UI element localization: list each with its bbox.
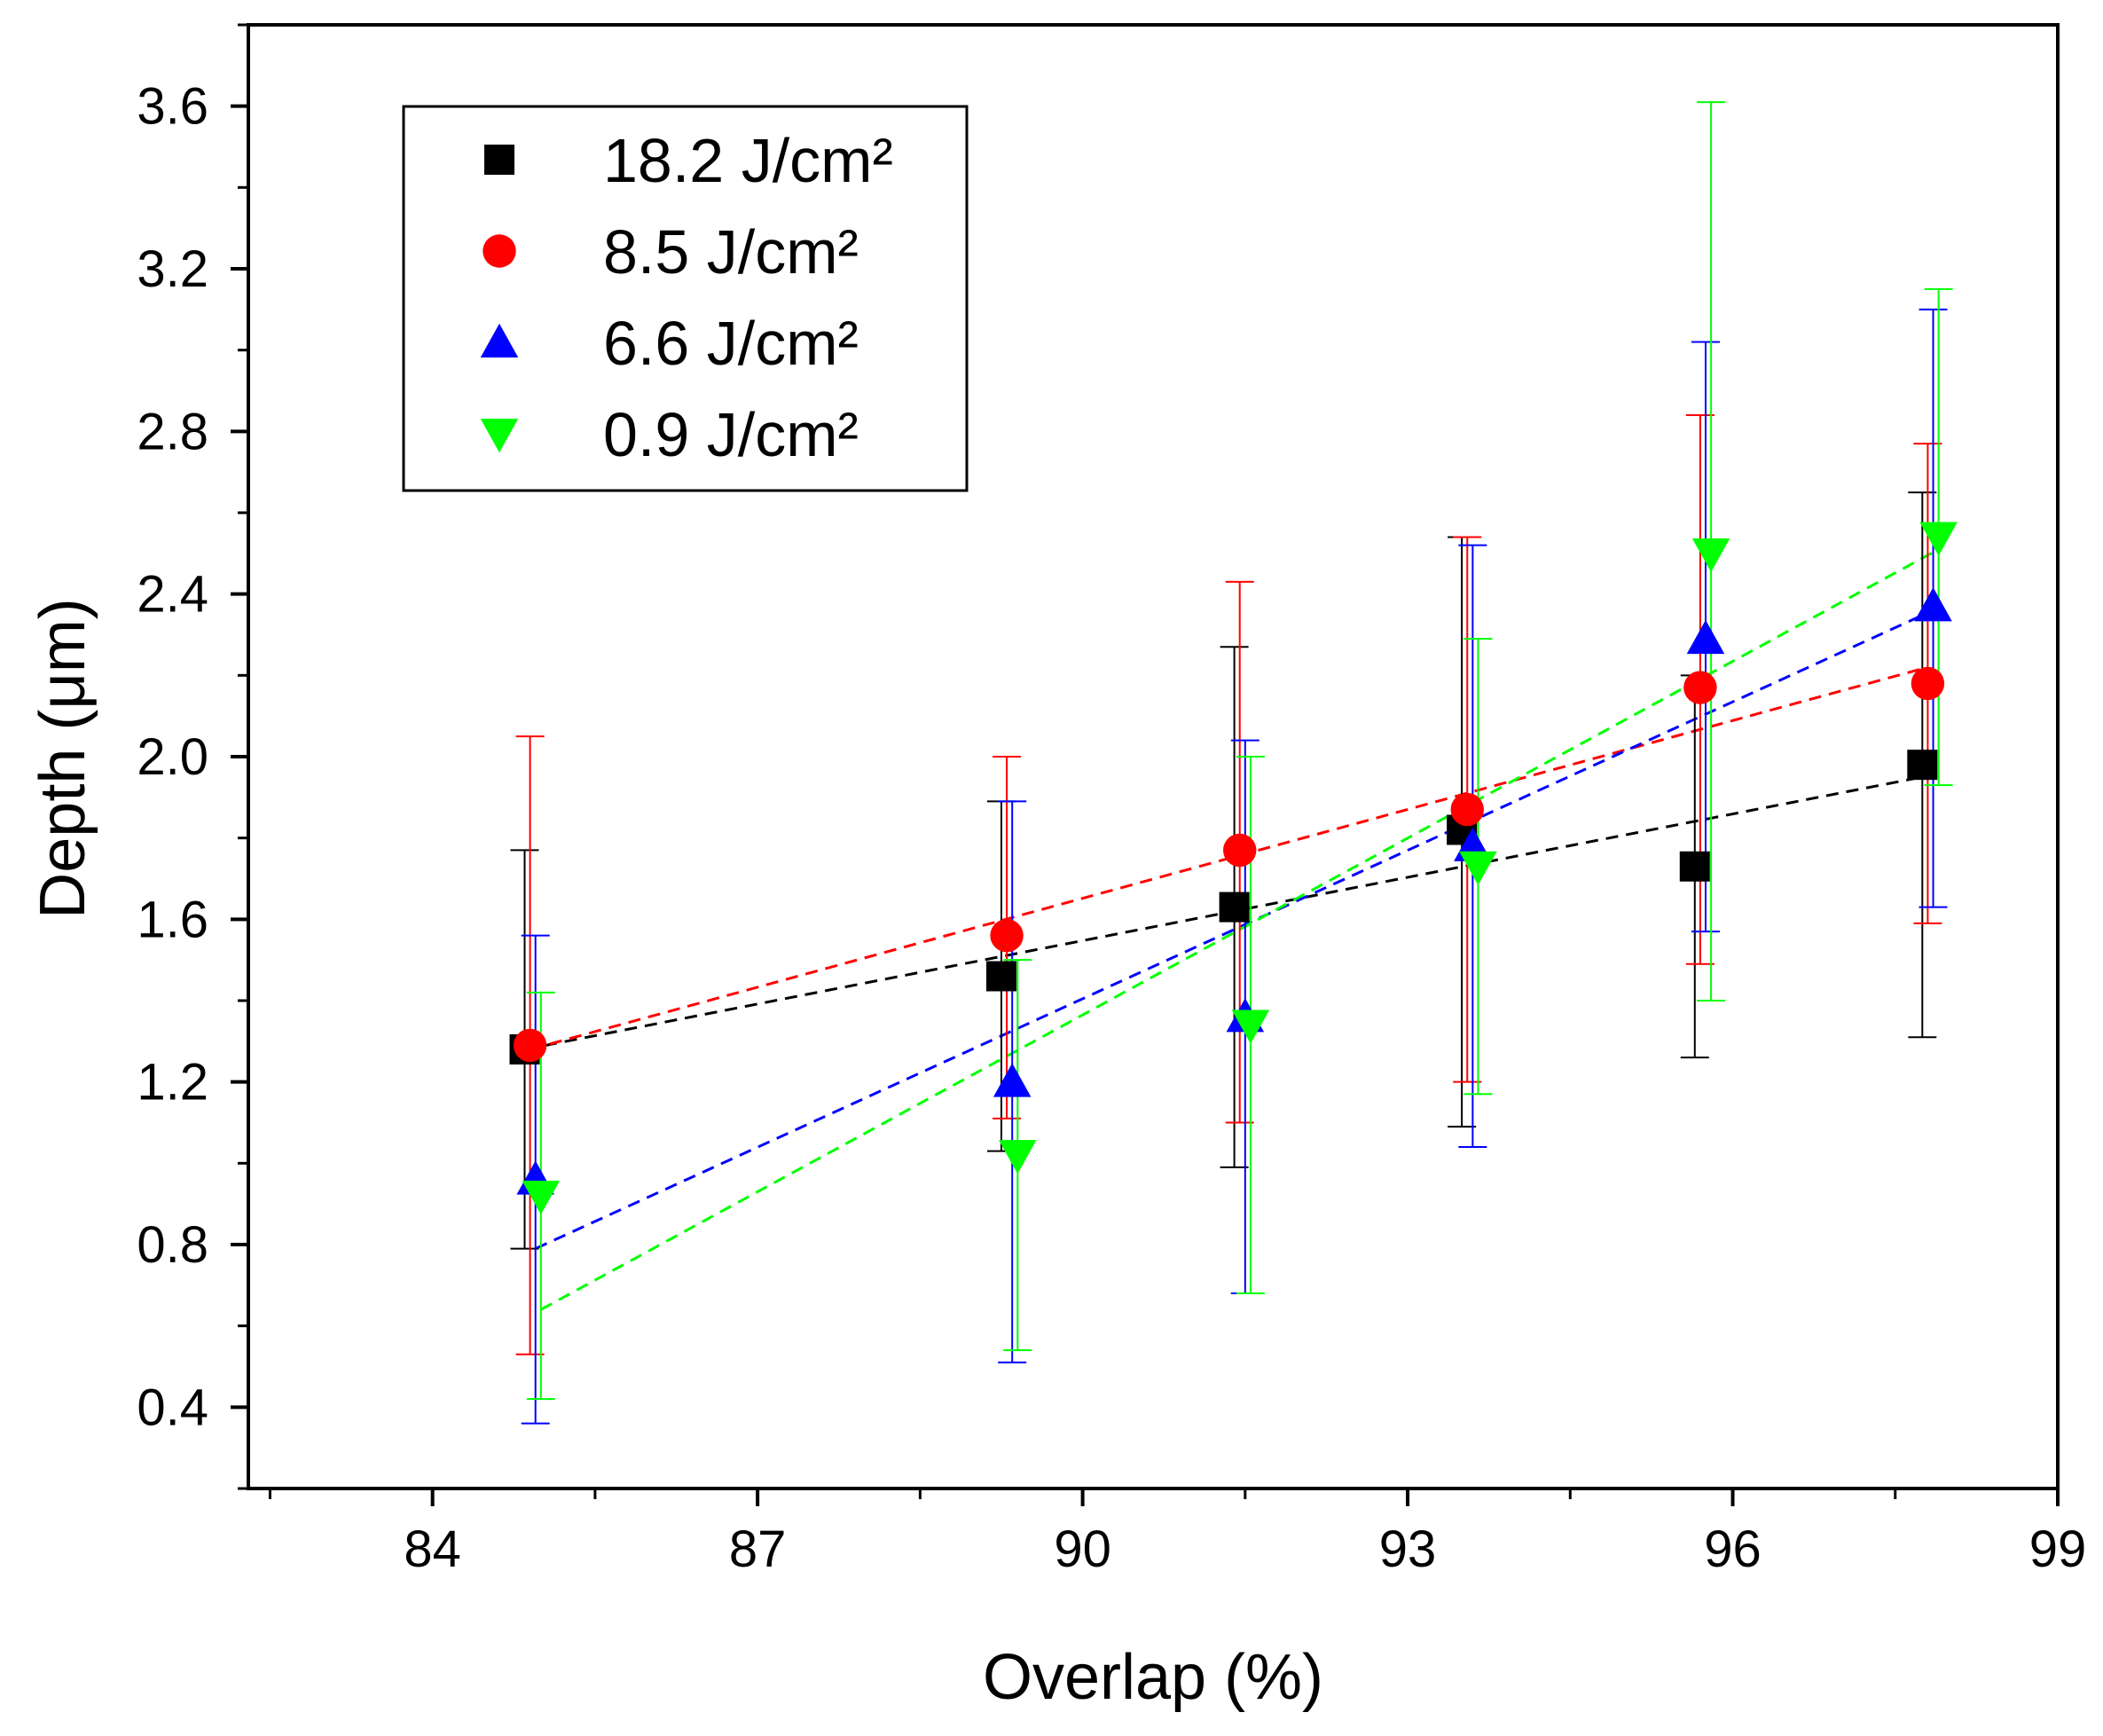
legend-marker-2 bbox=[480, 323, 519, 357]
y-tick-label: 3.6 bbox=[137, 78, 208, 136]
data-markers bbox=[509, 522, 1958, 1215]
x-tick-label: 84 bbox=[404, 1520, 461, 1578]
legend-label-2: 6.6 J/cm² bbox=[603, 309, 859, 378]
data-point-1 bbox=[990, 918, 1024, 953]
data-point-1 bbox=[1683, 671, 1717, 704]
data-point-3 bbox=[1691, 538, 1730, 573]
trend-line-2 bbox=[535, 609, 1934, 1250]
x-axis-label: Overlap (%) bbox=[983, 1642, 1323, 1713]
data-point-1 bbox=[513, 1028, 547, 1063]
x-tick-label: 87 bbox=[729, 1520, 787, 1578]
trend-lines bbox=[524, 547, 1940, 1311]
y-axis-label: Depth (μm) bbox=[27, 598, 98, 919]
data-point-1 bbox=[1911, 666, 1945, 701]
data-point-0 bbox=[1219, 892, 1250, 923]
legend-marker-3 bbox=[480, 419, 519, 453]
x-axis-ticks: 84 87 90 93 96 99 bbox=[268, 1489, 2087, 1578]
y-tick-label: 0.8 bbox=[137, 1216, 208, 1274]
x-tick-label: 90 bbox=[1054, 1520, 1111, 1578]
data-point-3 bbox=[1231, 1009, 1270, 1044]
data-point-1 bbox=[1450, 792, 1484, 827]
x-tick-label: 99 bbox=[2029, 1520, 2087, 1578]
data-point-3 bbox=[1919, 522, 1958, 556]
legend-label-0: 18.2 J/cm² bbox=[603, 126, 893, 195]
legend-label-3: 0.9 J/cm² bbox=[603, 400, 859, 469]
data-point-0 bbox=[1907, 750, 1938, 781]
x-tick-label: 93 bbox=[1379, 1520, 1437, 1578]
y-tick-label: 1.2 bbox=[137, 1054, 208, 1112]
y-tick-label: 2.0 bbox=[137, 728, 208, 786]
data-point-2 bbox=[993, 1063, 1032, 1097]
data-point-0 bbox=[1679, 851, 1710, 882]
legend-label-1: 8.5 J/cm² bbox=[603, 217, 859, 287]
trend-line-0 bbox=[524, 775, 1923, 1051]
legend-marker-1 bbox=[483, 234, 516, 268]
y-axis-ticks: 0.4 0.8 1.2 1.6 2.0 2.4 2.8 3.2 3.6 bbox=[137, 23, 248, 1490]
y-tick-label: 0.4 bbox=[137, 1379, 208, 1436]
legend-marker-0 bbox=[484, 145, 514, 175]
data-point-3 bbox=[999, 1140, 1037, 1174]
data-point-3 bbox=[1459, 851, 1497, 885]
y-tick-label: 2.4 bbox=[137, 566, 208, 624]
data-point-1 bbox=[1223, 833, 1257, 868]
y-tick-label: 2.8 bbox=[137, 403, 208, 460]
data-point-2 bbox=[1914, 587, 1952, 622]
x-tick-label: 96 bbox=[1704, 1520, 1762, 1578]
data-point-0 bbox=[985, 961, 1016, 992]
y-tick-label: 1.6 bbox=[137, 891, 208, 948]
data-point-3 bbox=[522, 1181, 561, 1215]
legend: 18.2 J/cm² 8.5 J/cm² 6.6 J/cm² 0.9 J/cm² bbox=[402, 105, 969, 492]
data-point-2 bbox=[1686, 619, 1725, 655]
y-tick-label: 3.2 bbox=[137, 240, 208, 298]
